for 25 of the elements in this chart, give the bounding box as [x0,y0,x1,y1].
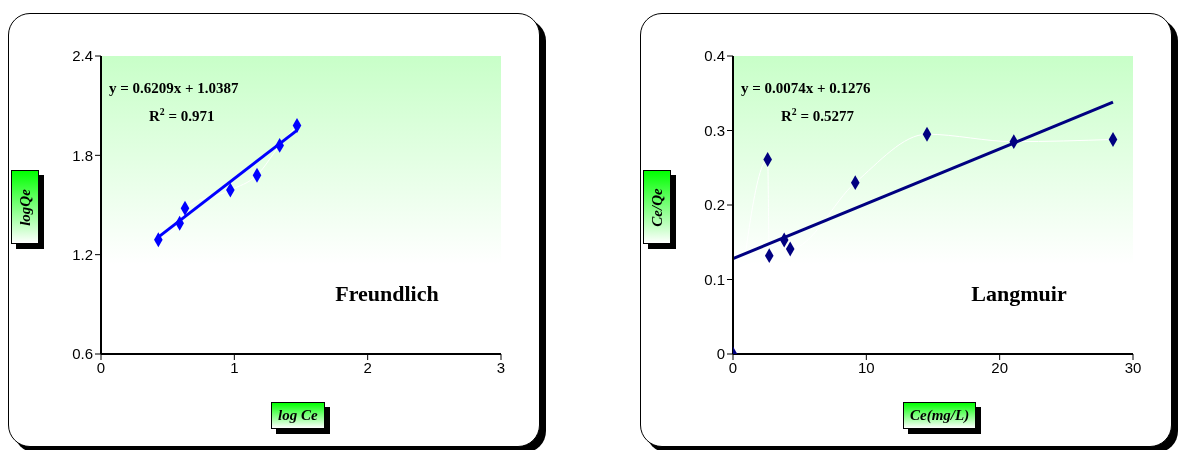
x-tick-label: 1 [230,358,239,376]
y-tick-label: 0.3 [704,121,725,139]
x-tick-label: 0 [728,358,738,376]
x-tick-label: 30 [1124,358,1142,376]
y-tick-label: 0.2 [704,196,725,214]
y-tick-label: 1.2 [72,245,93,263]
annotation: R$^{2}$ = 0.971 [148,105,216,126]
annotation: y = 0.0074x + 0.1276 [741,79,871,98]
y-tick-label: 1.8 [72,146,93,164]
x-tick-label: 10 [857,358,875,376]
x-tick-label: 3 [496,358,506,376]
y-tick-label: 0 [716,345,725,363]
y-tick-label: 0.6 [72,345,93,363]
x-tick-label: 20 [991,358,1009,376]
x-axis-title: Ce(mg/L) [903,402,977,429]
annotation: y = 0.6209x + 1.0387 [109,79,239,98]
y-axis-title: logQe [16,188,34,226]
x-tick-label: 0 [96,358,106,376]
y-tick-label: 2.4 [72,47,93,65]
x-axis-title: log Ce [271,402,325,429]
annotation: R$^{2}$ = 0.5277 [780,105,856,126]
y-tick-label: 0.1 [704,270,725,288]
y-axis-title: Ce/Qe [648,187,666,227]
x-tick-label: 2 [363,358,372,376]
y-tick-label: 0.4 [704,47,725,65]
